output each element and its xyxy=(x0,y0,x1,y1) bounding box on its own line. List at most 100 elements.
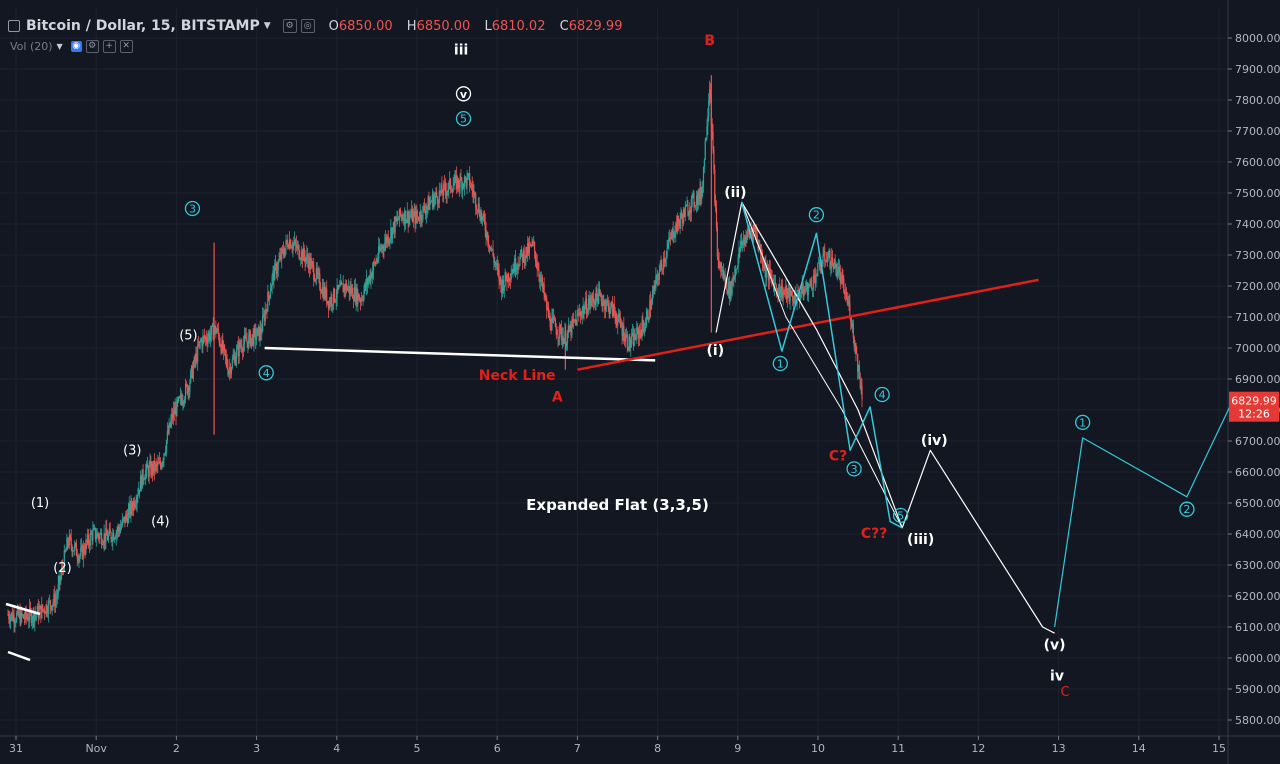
settings-icon[interactable]: ⚙ xyxy=(282,19,297,33)
time-axis[interactable]: 31 Nov 2 3 4 5 6 7 8 9 10 11 12 13 14 15 xyxy=(9,736,1226,755)
wave-label[interactable]: (iv) xyxy=(921,433,948,449)
candle-body xyxy=(574,319,576,321)
candle-body xyxy=(56,594,58,598)
candle-body xyxy=(508,279,511,281)
candle-body xyxy=(367,280,369,285)
volume-menu-chevron-icon[interactable]: ▼ xyxy=(56,41,63,51)
wave-label[interactable]: (iii) xyxy=(907,532,934,548)
candle-body xyxy=(259,328,261,341)
candle-body xyxy=(595,288,597,305)
candle-body xyxy=(185,383,188,385)
candle-body xyxy=(376,260,378,262)
candle-body xyxy=(255,329,257,340)
symbol-title[interactable]: Bitcoin / Dollar, 15, BITSTAMP xyxy=(26,18,260,34)
candle-body xyxy=(456,178,459,190)
candle-body xyxy=(424,210,427,215)
candle-body xyxy=(378,245,381,251)
candle-body xyxy=(669,238,672,240)
neckline[interactable] xyxy=(264,346,656,362)
wave-label[interactable]: 3 xyxy=(184,200,201,217)
volume-settings-icon[interactable]: ⚙ xyxy=(85,39,99,53)
candle-body xyxy=(572,319,574,323)
candle-body xyxy=(741,241,744,246)
wave-label[interactable]: 1 xyxy=(772,355,788,372)
series-toggle-icon[interactable] xyxy=(8,20,20,32)
candle-body xyxy=(695,205,697,207)
wave-label[interactable]: 2 xyxy=(808,207,825,223)
wave-label[interactable]: 5 xyxy=(892,507,909,524)
candle-body xyxy=(566,343,568,347)
volume-eye-icon[interactable]: ◉ xyxy=(70,40,82,52)
wave-label[interactable]: 5 xyxy=(455,110,472,127)
wave-label[interactable]: C xyxy=(1060,685,1069,700)
wave-label[interactable]: (4) xyxy=(151,515,169,530)
candle-body xyxy=(236,348,238,359)
candle-body xyxy=(751,230,753,233)
volume-label[interactable]: Vol (20) xyxy=(10,39,53,53)
candle-body xyxy=(25,609,27,617)
wave-label[interactable]: iv xyxy=(1050,669,1064,685)
candle-body xyxy=(598,288,601,294)
wave-label[interactable]: 2 xyxy=(1179,501,1195,517)
candle-body xyxy=(716,227,718,257)
wave-label[interactable]: C?? xyxy=(861,526,888,542)
wave-label[interactable]: Expanded Flat (3,3,5) xyxy=(526,496,709,514)
red-trendline[interactable] xyxy=(577,278,1039,371)
left-trend-stub-lower[interactable] xyxy=(7,650,31,662)
price-tick-label: 7700.00 xyxy=(1235,125,1280,138)
wave-label[interactable]: (i) xyxy=(707,343,725,359)
ohlc-readout: O6850.00 H6850.00 L6810.02 C6829.99 xyxy=(329,19,633,34)
candle-body xyxy=(438,190,440,204)
wave-label[interactable]: (v) xyxy=(1044,638,1066,654)
wave-label[interactable]: A xyxy=(552,390,563,406)
wave-label[interactable]: B xyxy=(704,33,715,49)
volume-close-icon[interactable]: ✕ xyxy=(119,39,133,53)
candle-body xyxy=(327,301,330,309)
wave-label[interactable]: 1 xyxy=(1075,414,1091,431)
wave-label[interactable]: (1) xyxy=(31,496,49,511)
wave-label[interactable]: (ii) xyxy=(724,185,746,201)
candle-body xyxy=(24,609,26,620)
wave-label[interactable]: (5) xyxy=(179,329,197,344)
candle-body xyxy=(718,260,720,268)
candle-body xyxy=(568,325,570,332)
candle-body xyxy=(124,516,126,524)
wave-label[interactable]: 4 xyxy=(874,386,890,403)
wave-label[interactable]: v xyxy=(455,86,472,102)
candle-body xyxy=(687,204,689,216)
cyan-wave-projection-future[interactable] xyxy=(1054,400,1234,628)
candle-body xyxy=(399,208,401,216)
candle-body xyxy=(87,534,89,543)
cyan-wave-projection[interactable] xyxy=(741,202,903,529)
candle-body xyxy=(657,278,660,280)
white-wave-projection[interactable] xyxy=(715,201,1055,634)
wave-label[interactable]: (2) xyxy=(53,561,71,576)
candle-body xyxy=(598,288,600,304)
candle-body xyxy=(286,240,288,243)
candle-body xyxy=(368,275,370,281)
wave-label[interactable]: C? xyxy=(829,449,847,465)
symbol-menu-chevron-icon[interactable]: ▼ xyxy=(263,21,271,31)
wave-label[interactable]: 4 xyxy=(258,365,274,381)
hide-icon[interactable]: ◎ xyxy=(300,19,315,33)
wave-label[interactable]: iii xyxy=(454,42,468,58)
volume-add-icon[interactable]: + xyxy=(102,39,116,53)
candle-body xyxy=(449,178,452,190)
candle-body xyxy=(703,159,705,168)
left-trend-stub-upper[interactable] xyxy=(5,602,41,616)
candle-body xyxy=(275,263,278,274)
close-key: C xyxy=(559,18,569,34)
wave-label[interactable]: Neck Line xyxy=(479,368,556,384)
wave-label[interactable]: (3) xyxy=(123,443,141,458)
price-axis[interactable]: 8000.00 7900.00 7800.00 7700.00 7600.00 7500.… xyxy=(1228,32,1280,727)
candle-body xyxy=(486,232,488,238)
wave-label-text: 4 xyxy=(263,367,270,380)
candle-body xyxy=(369,275,371,282)
white-wave-projection-upper[interactable] xyxy=(741,202,903,529)
candle-body xyxy=(523,250,525,263)
wave-label[interactable]: 3 xyxy=(846,461,862,477)
candle-body xyxy=(553,316,555,320)
candle-body xyxy=(282,249,285,254)
candle-body xyxy=(343,285,345,293)
